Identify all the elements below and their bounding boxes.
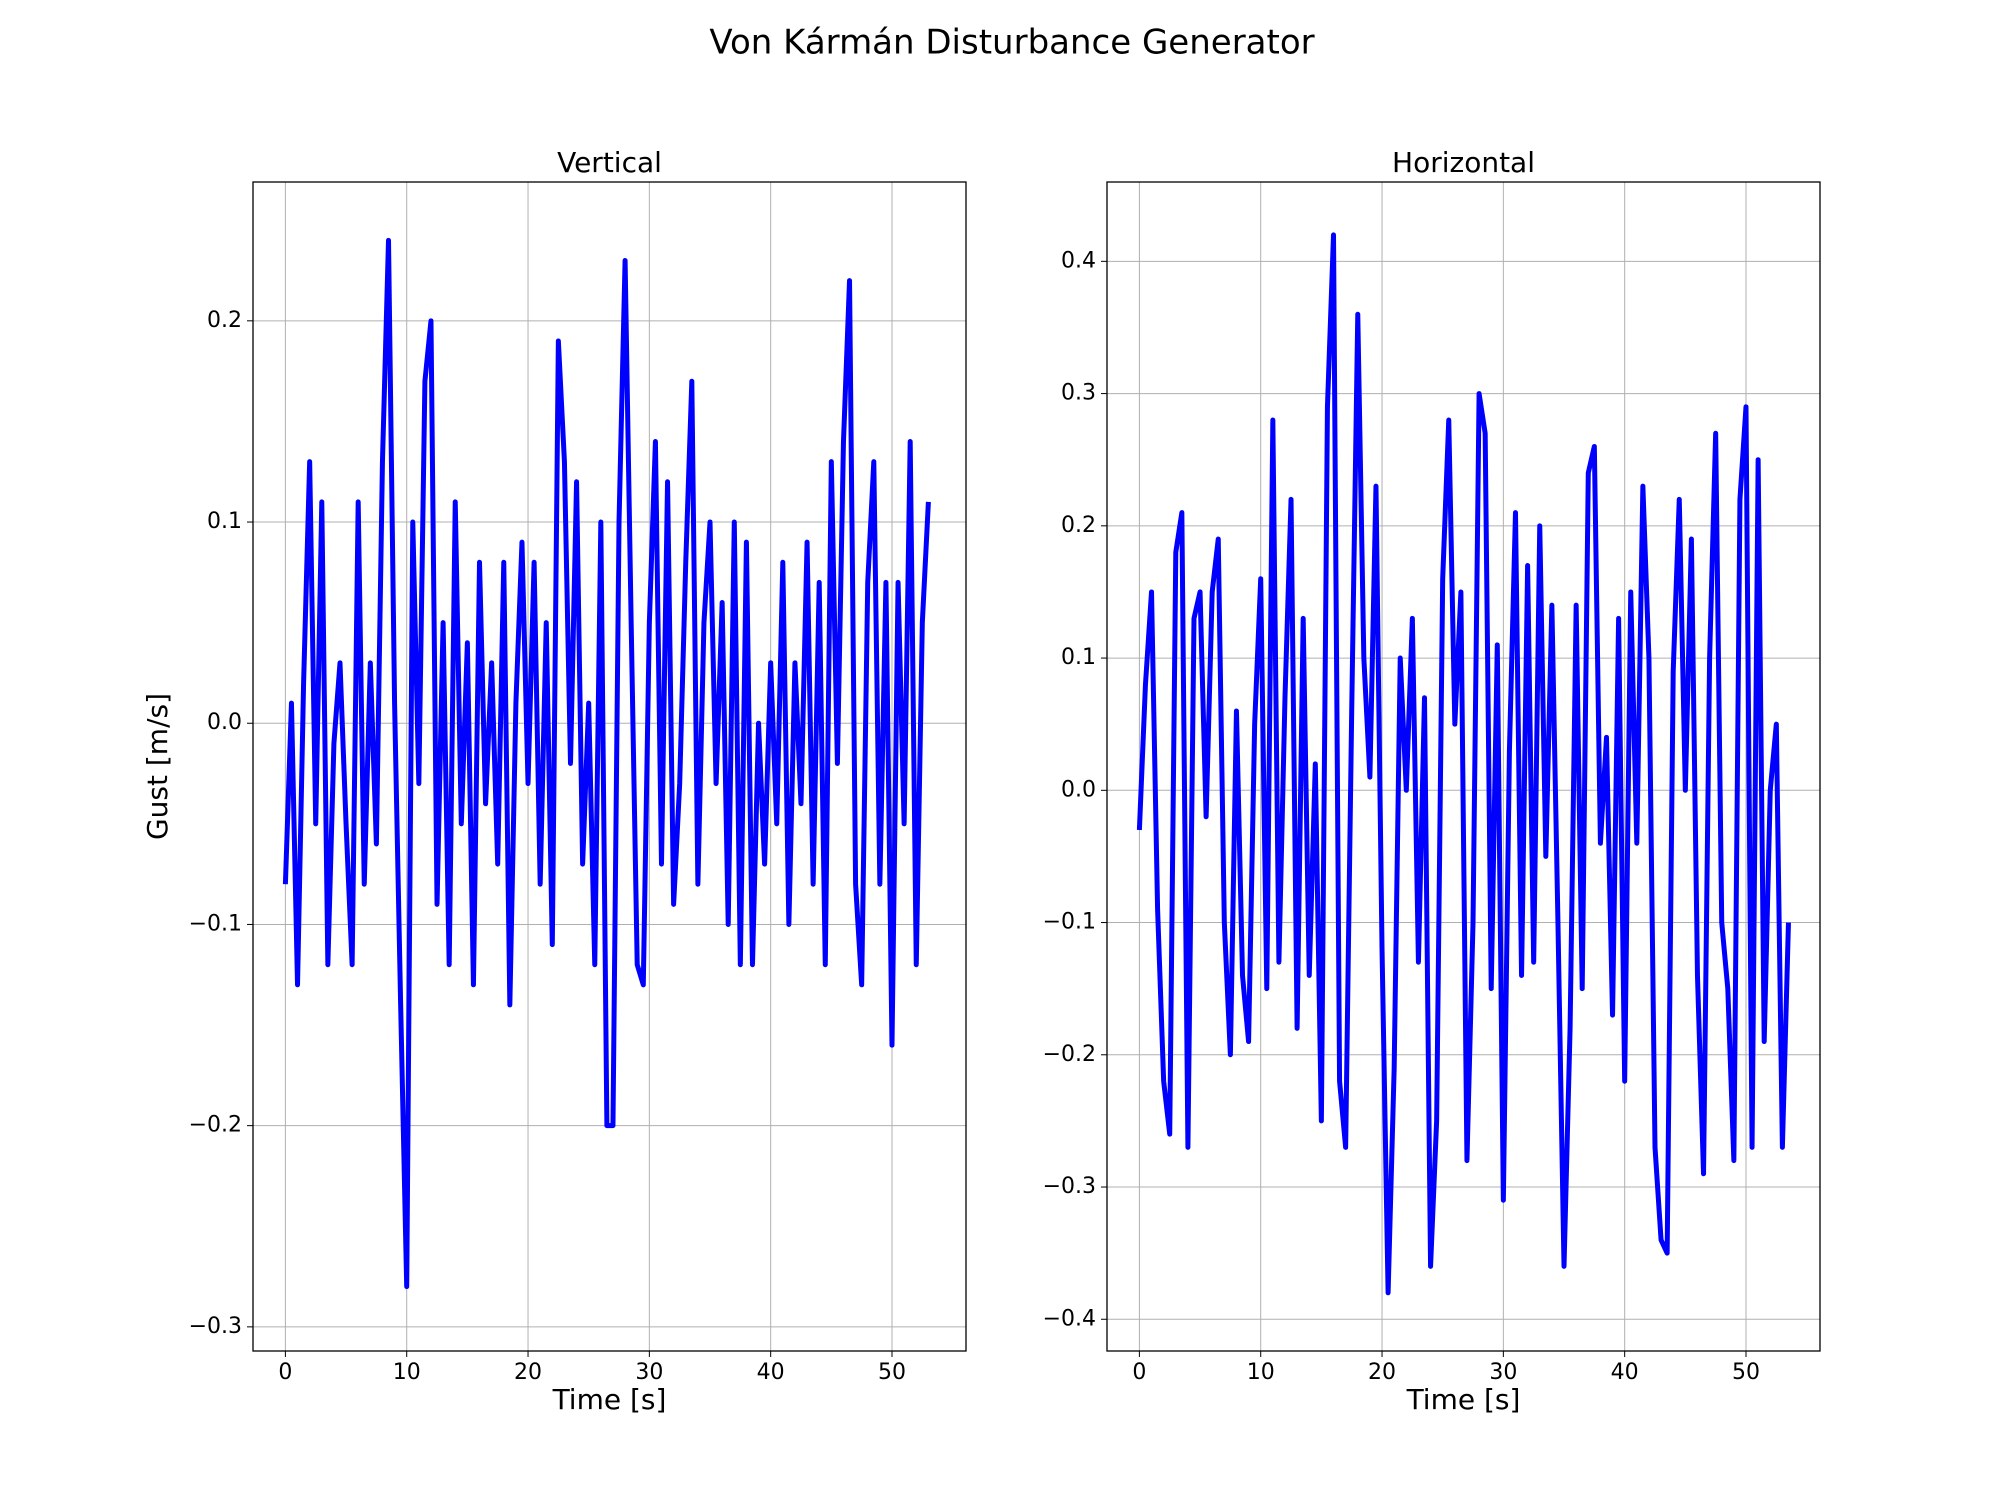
x-tick-label: 40 (1611, 1360, 1639, 1385)
x-tick-label: 50 (1732, 1360, 1760, 1385)
data-line (282, 237, 931, 1290)
y-axis-label: Gust [m/s] (141, 693, 174, 840)
y-tick-label: 0.1 (1061, 645, 1096, 670)
y-tick-label: −0.2 (1043, 1042, 1096, 1067)
x-tick-label: 30 (1489, 1360, 1517, 1385)
x-axis-label: Time [s] (1406, 1383, 1521, 1416)
y-tick-label: −0.4 (1043, 1306, 1096, 1331)
x-tick-label: 40 (757, 1360, 785, 1385)
y-tick-label: −0.1 (189, 911, 242, 936)
x-axis-label: Time [s] (552, 1383, 667, 1416)
subplot-title: Vertical (557, 146, 662, 179)
y-tick-label: −0.3 (1043, 1174, 1096, 1199)
x-tick-label: 0 (278, 1360, 292, 1385)
data-line (1136, 232, 1791, 1296)
y-tick-label: −0.3 (189, 1314, 242, 1339)
y-tick-label: 0.2 (1061, 513, 1096, 538)
x-tick-label: 10 (1247, 1360, 1275, 1385)
x-tick-label: 30 (635, 1360, 663, 1385)
subplot-title: Horizontal (1392, 146, 1535, 179)
axes-frame (252, 181, 967, 1352)
y-tick-label: 0.0 (207, 710, 242, 735)
y-tick-label: −0.2 (189, 1113, 242, 1138)
x-tick-label: 10 (393, 1360, 421, 1385)
y-tick-label: 0.1 (207, 509, 242, 534)
x-tick-label: 0 (1132, 1360, 1146, 1385)
figure-title: Von Kármán Disturbance Generator (709, 23, 1314, 63)
x-tick-label: 50 (878, 1360, 906, 1385)
x-tick-label: 20 (514, 1360, 542, 1385)
x-tick-label: 20 (1368, 1360, 1396, 1385)
y-tick-label: 0.0 (1061, 777, 1096, 802)
y-tick-label: 0.4 (1061, 248, 1096, 273)
y-tick-label: −0.1 (1043, 910, 1096, 935)
y-tick-label: 0.3 (1061, 381, 1096, 406)
axes-frame (1106, 181, 1821, 1352)
y-tick-label: 0.2 (207, 308, 242, 333)
